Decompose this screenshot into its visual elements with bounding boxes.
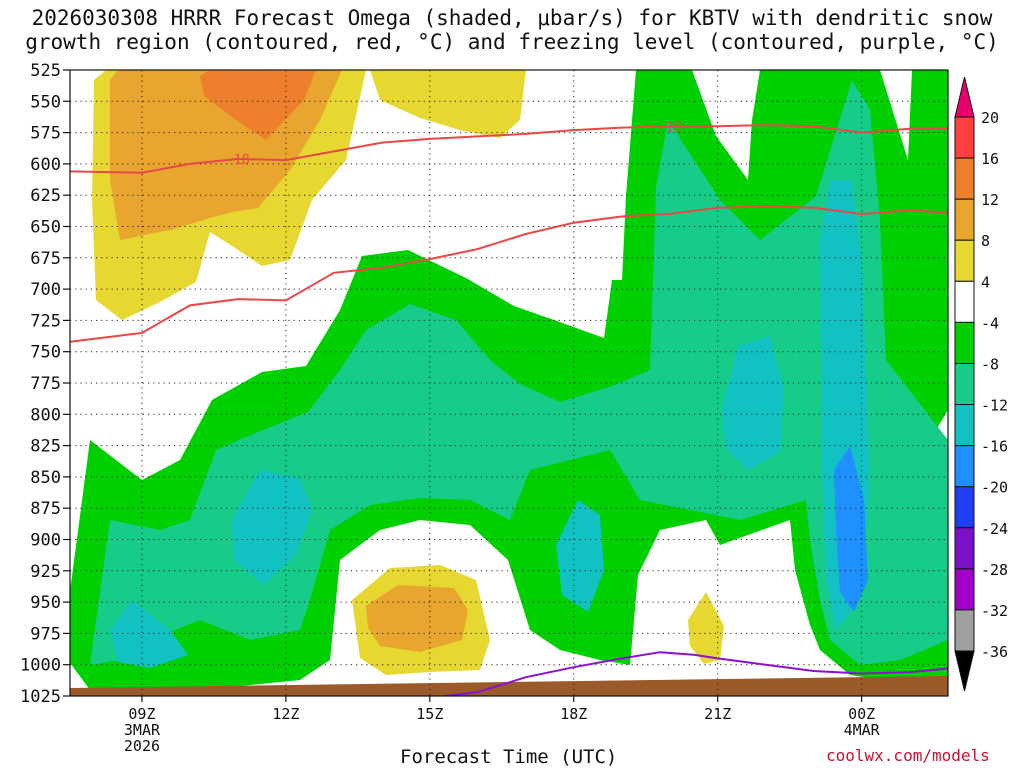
colorbar-label-1: 16 [981,150,999,168]
freezing-level-contour-line [444,651,948,696]
colorbar-label-10: -24 [981,520,1008,538]
y-tick-label-825: 825 [30,437,61,457]
colorbar-bin-1 [954,157,975,200]
dgz-contour-minus18-line [70,124,948,174]
colorbar-label-13: -36 [981,643,1008,661]
y-tick-label-850: 850 [30,468,61,488]
y-tick-label-675: 675 [30,249,61,269]
y-tick-label-975: 975 [30,624,61,644]
colorbar-bin-8 [954,445,975,488]
y-tick-label-650: 650 [30,218,61,238]
x-tick-year-09Z: 2026 [124,737,160,755]
colorbar-overflow-arrow [954,76,975,118]
colorbar-label-6: -8 [981,355,999,373]
colorbar-underflow-arrow [954,650,975,692]
y-tick-label-725: 725 [30,311,61,331]
omega-region-terrain [70,676,948,696]
y-tick-label-625: 625 [30,186,61,206]
colorbar-bin-7 [954,404,975,447]
y-tick-label-775: 775 [30,374,61,394]
colorbar-label-11: -28 [981,561,1008,579]
x-tick-date-09Z: 3MAR [124,721,161,739]
omega-region-sinking-motion-yellow-2 [370,70,526,138]
chart-title-line-1: 2026030308 HRRR Forecast Omega (shaded, … [31,6,993,30]
site-credit: coolwx.com/models [826,746,990,765]
colorbar-bin-5 [954,321,975,364]
colorbar-bin-11 [954,568,975,611]
omega-region-sinking-motion-dark-orange [200,70,316,140]
omega-region-rising-motion-cyan-2 [556,500,604,612]
colorbar-label-5: -4 [981,314,999,332]
colorbar-label-12: -32 [981,602,1008,620]
colorbar-label-3: 8 [981,232,990,250]
y-tick-label-1000: 1000 [20,656,61,676]
x-tick-label-00Z: 00Z [848,705,875,723]
colorbar-bin-2 [954,198,975,241]
y-tick-label-1025: 1025 [20,687,61,707]
y-tick-label-575: 575 [30,124,61,144]
colorbar-label-4: 4 [981,273,990,291]
y-tick-label-900: 900 [30,531,61,551]
omega-region-rising-motion-blue [834,446,868,612]
y-tick-label-750: 750 [30,343,61,363]
y-tick-label-875: 875 [30,499,61,519]
x-axis-title: Forecast Time (UTC) [400,746,618,768]
y-tick-label-525: 525 [30,61,61,81]
omega-region-rising-motion-cyan-1 [232,470,312,585]
colorbar-label-7: -12 [981,397,1008,415]
colorbar-label-9: -20 [981,479,1008,497]
y-tick-label-550: 550 [30,92,61,112]
colorbar-bin-10 [954,527,975,570]
x-tick-label-12Z: 12Z [272,705,299,723]
colorbar-bin-0 [954,116,975,159]
colorbar-bin-4 [954,280,975,323]
colorbar-bin-6 [954,362,975,406]
colorbar-label-8: -16 [981,438,1008,456]
x-tick-label-09Z: 09Z [128,705,155,723]
x-tick-label-15Z: 15Z [416,705,443,723]
dgz-contour-minus12-line [70,205,948,343]
y-tick-label-600: 600 [30,155,61,175]
colorbar-bin-9 [954,486,975,529]
colorbar-bin-3 [954,239,975,282]
dgz-contour-minus18-label-0: -18 [226,153,249,168]
omega-region-sinking-motion-yellow-4 [688,592,724,664]
y-tick-label-800: 800 [30,405,61,425]
y-tick-label-700: 700 [30,280,61,300]
y-tick-label-925: 925 [30,562,61,582]
dgz-contour-minus18-label-1: -18 [658,120,681,135]
x-tick-label-18Z: 18Z [560,705,587,723]
x-tick-label-21Z: 21Z [704,705,731,723]
chart-title-line-2: growth region (contoured, red, °C) and f… [25,30,999,54]
x-tick-date-00Z: 4MAR [844,721,881,739]
omega-region-sinking-motion-orange-2 [366,585,468,652]
omega-region-rising-motion-cyan-5 [110,600,188,668]
omega-region-rising-motion-cyan-3 [722,336,784,470]
y-tick-label-950: 950 [30,593,61,613]
colorbar-bin-12 [954,609,975,652]
colorbar-label-2: 12 [981,191,999,209]
colorbar-label-0: 20 [981,109,999,127]
